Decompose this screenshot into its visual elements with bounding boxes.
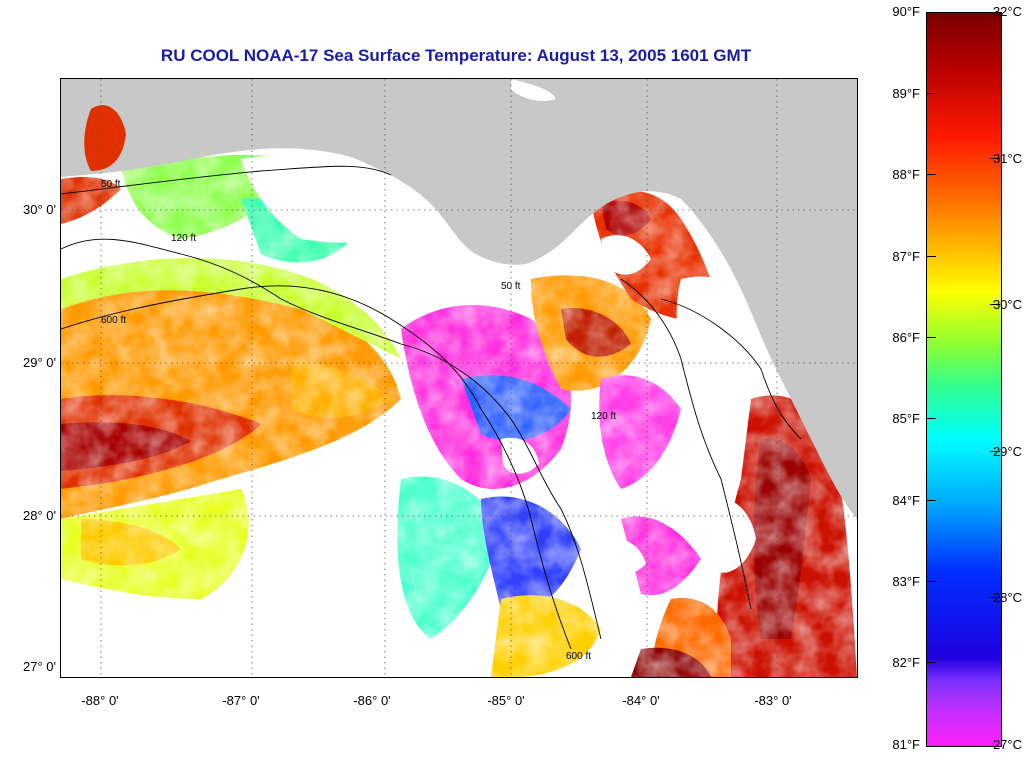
longitude-label: -86° 0' [353,693,391,708]
colorbar-tick [926,93,936,94]
latitude-label: 29° 0' [23,355,56,370]
fahrenheit-label: 82°F [892,655,920,670]
fahrenheit-label: 84°F [892,493,920,508]
colorbar-tick [926,581,936,582]
longitude-label: -87° 0' [222,693,260,708]
longitude-label: -83° 0' [754,693,792,708]
sst-map-canvas: 50 ft 120 ft 600 ft 50 ft 120 ft 600 ft [61,79,857,677]
colorbar-tick [926,256,936,257]
longitude-label: -85° 0' [487,693,525,708]
fahrenheit-label: 89°F [892,86,920,101]
contour-label-group: 50 ft 120 ft 600 ft 50 ft 120 ft 600 ft [101,179,616,662]
contour-label: 120 ft [591,411,616,422]
colorbar-tick [926,174,936,175]
sst-map[interactable]: 50 ft 120 ft 600 ft 50 ft 120 ft 600 ft [60,78,858,678]
cloud-patches [61,155,761,677]
longitude-label: -84° 0' [622,693,660,708]
colorbar-tick [990,304,1000,305]
fahrenheit-label: 87°F [892,249,920,264]
temperature-colorbar [926,12,1002,747]
fahrenheit-label: 85°F [892,411,920,426]
inland-lake [511,79,556,101]
contour-label: 50 ft [501,281,521,292]
celsius-label: 31°C [992,151,1022,166]
colorbar-tick [990,597,1000,598]
contour-label: 120 ft [171,233,196,244]
fahrenheit-label: 88°F [892,167,920,182]
colorbar-tick [990,451,1000,452]
latitude-label: 28° 0' [23,508,56,523]
contour-label: 600 ft [566,651,591,662]
celsius-label: 28°C [992,590,1022,605]
bay-warm [84,105,126,171]
fahrenheit-label: 81°F [892,737,920,752]
fahrenheit-label: 90°F [892,4,920,19]
latitude-label: 30° 0' [23,202,56,217]
longitude-label: -88° 0' [81,693,119,708]
celsius-label: 30°C [992,297,1022,312]
contour-label: 600 ft [101,315,126,326]
colorbar-tick [926,662,936,663]
colorbar-tick [926,418,936,419]
fahrenheit-label: 86°F [892,330,920,345]
depth-contours [61,165,802,650]
latitude-label: 27° 0' [23,659,56,674]
celsius-label: 32°C [992,4,1022,19]
colorbar-tick [926,500,936,501]
celsius-label: 29°C [992,444,1022,459]
contour-label: 50 ft [101,179,121,190]
colorbar-tick [926,337,936,338]
land [61,79,857,519]
colorbar-tick [990,158,1000,159]
map-title: RU COOL NOAA-17 Sea Surface Temperature:… [160,46,752,65]
celsius-label: 27°C [992,737,1022,752]
graticule [61,79,857,677]
fahrenheit-label: 83°F [892,574,920,589]
